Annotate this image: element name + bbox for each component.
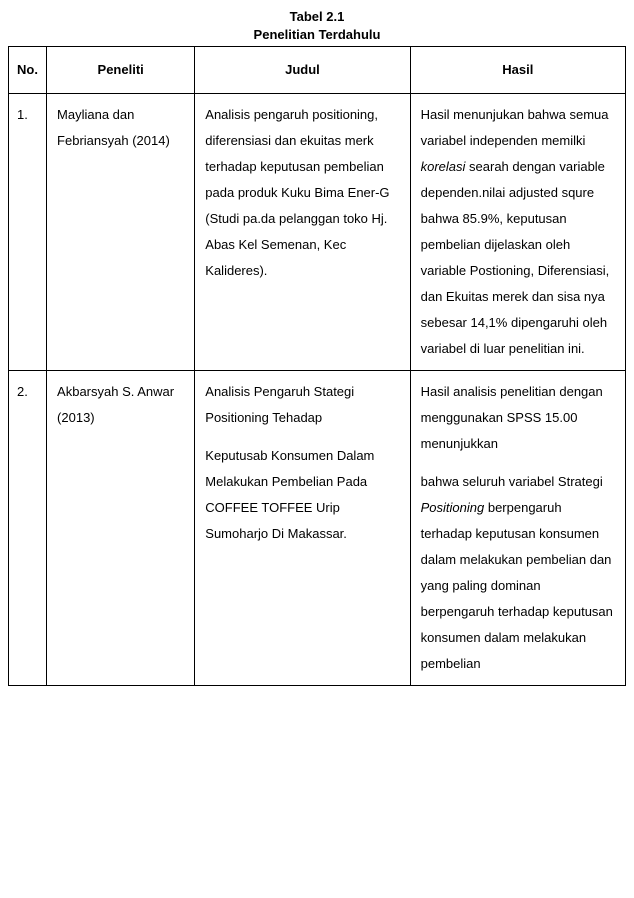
cell-judul: Analisis Pengaruh Stategi Positioning Te…	[195, 371, 410, 686]
hasil-text-after: searah dengan variable dependen.nilai ad…	[421, 159, 610, 356]
table-caption: Tabel 2.1 Penelitian Terdahulu	[8, 8, 626, 44]
hasil-text-after: berpengaruh terhadap keputusan konsumen …	[421, 500, 613, 671]
cell-hasil: Hasil menunjukan bahwa semua variabel in…	[410, 94, 625, 371]
cell-hasil: Hasil analisis penelitian dengan menggun…	[410, 371, 625, 686]
table-header-row: No. Peneliti Judul Hasil	[9, 47, 626, 94]
cell-peneliti: Akbarsyah S. Anwar (2013)	[47, 371, 195, 686]
hasil-text-before: bahwa seluruh variabel Strategi	[421, 474, 603, 489]
header-judul: Judul	[195, 47, 410, 94]
judul-part2: Keputusab Konsumen Dalam Melakukan Pembe…	[205, 443, 399, 547]
cell-peneliti: Mayliana dan Febriansyah (2014)	[47, 94, 195, 371]
caption-line-2: Penelitian Terdahulu	[8, 26, 626, 44]
hasil-part1: Hasil analisis penelitian dengan menggun…	[421, 379, 615, 457]
cell-no: 2.	[9, 371, 47, 686]
judul-part1: Analisis Pengaruh Stategi Positioning Te…	[205, 379, 399, 431]
header-no: No.	[9, 47, 47, 94]
hasil-italic: Positioning	[421, 500, 485, 515]
table-row: 2. Akbarsyah S. Anwar (2013) Analisis Pe…	[9, 371, 626, 686]
hasil-part2: bahwa seluruh variabel Strategi Position…	[421, 469, 615, 677]
header-peneliti: Peneliti	[47, 47, 195, 94]
cell-no: 1.	[9, 94, 47, 371]
table-row: 1. Mayliana dan Febriansyah (2014) Anali…	[9, 94, 626, 371]
research-table: No. Peneliti Judul Hasil 1. Mayliana dan…	[8, 46, 626, 686]
header-hasil: Hasil	[410, 47, 625, 94]
caption-line-1: Tabel 2.1	[8, 8, 626, 26]
hasil-italic: korelasi	[421, 159, 466, 174]
hasil-text-before: Hasil menunjukan bahwa semua variabel in…	[421, 107, 609, 148]
cell-judul: Analisis pengaruh positioning, diferensi…	[195, 94, 410, 371]
